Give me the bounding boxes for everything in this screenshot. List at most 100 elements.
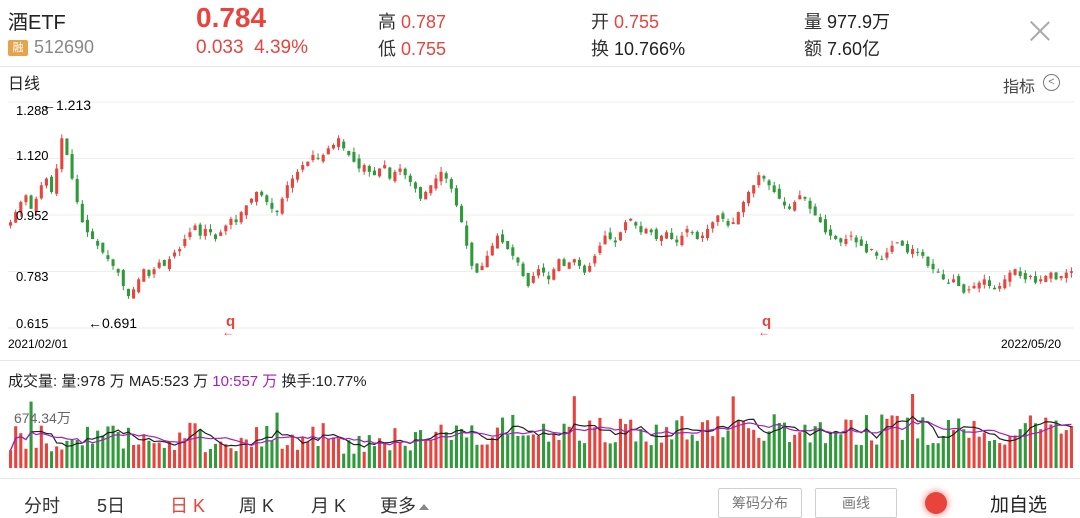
candle-body (14, 212, 18, 223)
tab-more-label: 更多 (380, 496, 416, 516)
volume-bar (357, 435, 361, 468)
volume-bar (265, 426, 269, 468)
candle-body (147, 269, 151, 276)
candle-body (34, 198, 38, 212)
tab-intraday[interactable]: 分时 (24, 496, 60, 516)
candle-body (480, 265, 484, 271)
candle-body (531, 275, 535, 283)
ma10-line (10, 420, 1072, 451)
tab-5day[interactable]: 5日 (97, 496, 126, 516)
volume-bar (926, 444, 930, 468)
event-marker[interactable]: q ← (222, 313, 235, 339)
candle-body (9, 222, 13, 226)
volume-bar (931, 443, 935, 468)
candle-body (275, 210, 279, 213)
candle-body (85, 219, 89, 233)
tab-more[interactable]: 更多 (380, 492, 429, 518)
volume-bar (24, 448, 28, 468)
candle-body (152, 269, 156, 275)
volume-bar (347, 440, 351, 468)
candle-body (429, 185, 433, 194)
candle-body (372, 170, 376, 176)
candle-body (788, 206, 792, 209)
candle-body (490, 245, 494, 256)
volume-bar (173, 450, 177, 468)
tab-weekly-k[interactable]: 周 K (239, 496, 275, 516)
candle-body (803, 197, 807, 199)
candle-body (747, 191, 751, 204)
candle-body (700, 235, 704, 239)
tab-daily-k[interactable]: 日 K (170, 496, 206, 516)
last-price: 0.784 (196, 2, 267, 33)
candle-body (849, 235, 853, 237)
volume-bar (378, 438, 382, 468)
volume-bar (424, 439, 428, 468)
candle-body (301, 165, 305, 170)
candle-body (449, 179, 453, 189)
volume-bar (193, 423, 197, 468)
volume-bar (788, 442, 792, 468)
quote-header: 酒ETF 融 512690 0.784 0.033 4.39% 高 0.787 … (0, 0, 1080, 66)
record-dot-icon[interactable] (925, 492, 947, 514)
candle-body (711, 222, 715, 229)
candle-body (321, 155, 325, 162)
indicator-button[interactable]: 指标 (1003, 79, 1036, 96)
candle-body (952, 279, 956, 283)
candle-body (80, 203, 84, 223)
volume-chart[interactable] (8, 392, 1074, 470)
candle-body (829, 229, 833, 236)
high-value: 0.787 (401, 12, 447, 32)
volume-bar (634, 441, 638, 468)
volume-bar (80, 445, 84, 468)
volume-bar (536, 435, 540, 468)
candle-body (121, 270, 125, 287)
candle-body (244, 205, 248, 216)
candle-body (521, 263, 525, 276)
volume-bar (900, 439, 904, 468)
volume-bar (675, 420, 679, 468)
volume-bar (449, 439, 453, 468)
volume-bar (96, 430, 100, 468)
volume-bar (311, 426, 315, 468)
volume-bar (577, 440, 581, 468)
candle-body (408, 175, 412, 182)
candle-body (875, 252, 879, 256)
candle-body (352, 151, 356, 162)
add-watchlist-button[interactable]: 加自选 (990, 495, 1048, 516)
candle-body (362, 165, 366, 172)
volume-bar (306, 441, 310, 468)
chevron-left-circle-icon[interactable]: < (1043, 74, 1060, 91)
candle-body (1044, 275, 1048, 282)
volume-label: 量 (804, 12, 822, 32)
volume-bar (495, 427, 499, 468)
open-value: 0.755 (614, 12, 660, 32)
volume-bar (501, 417, 505, 468)
candle-body (864, 243, 868, 253)
volume-bar (388, 450, 392, 468)
close-icon[interactable] (1026, 18, 1054, 46)
draw-line-button[interactable]: 画线 (815, 488, 897, 518)
candlestick-chart[interactable]: 1.288 1.120 0.952 0.783 0.615 ←1.213 ←0.… (8, 98, 1074, 356)
candle-body (167, 259, 171, 270)
event-marker[interactable]: q ← (758, 313, 771, 339)
volume-bar (367, 435, 371, 468)
event-marker-label: q (226, 313, 235, 330)
tab-monthly-k[interactable]: 月 K (311, 496, 347, 516)
candle-body (1064, 272, 1068, 279)
volume-bar (9, 450, 13, 468)
candle-body (721, 213, 725, 219)
turnover-stat: 换 10.766% (591, 35, 685, 61)
open-stat: 开 0.755 (591, 8, 659, 34)
chip-distribution-button[interactable]: 筹码分布 (718, 488, 802, 518)
candle-body (101, 242, 105, 253)
candle-body (126, 288, 130, 297)
volume-y-tick: 674.34万 (14, 410, 71, 426)
volume-bar (224, 444, 228, 468)
candle-body (516, 257, 520, 263)
volume-bar (859, 445, 863, 468)
change-value: 0.033 (196, 37, 244, 58)
candle-body (137, 279, 141, 293)
volume-bar (987, 441, 991, 468)
candle-body (685, 228, 689, 233)
volume-bar (793, 434, 797, 468)
